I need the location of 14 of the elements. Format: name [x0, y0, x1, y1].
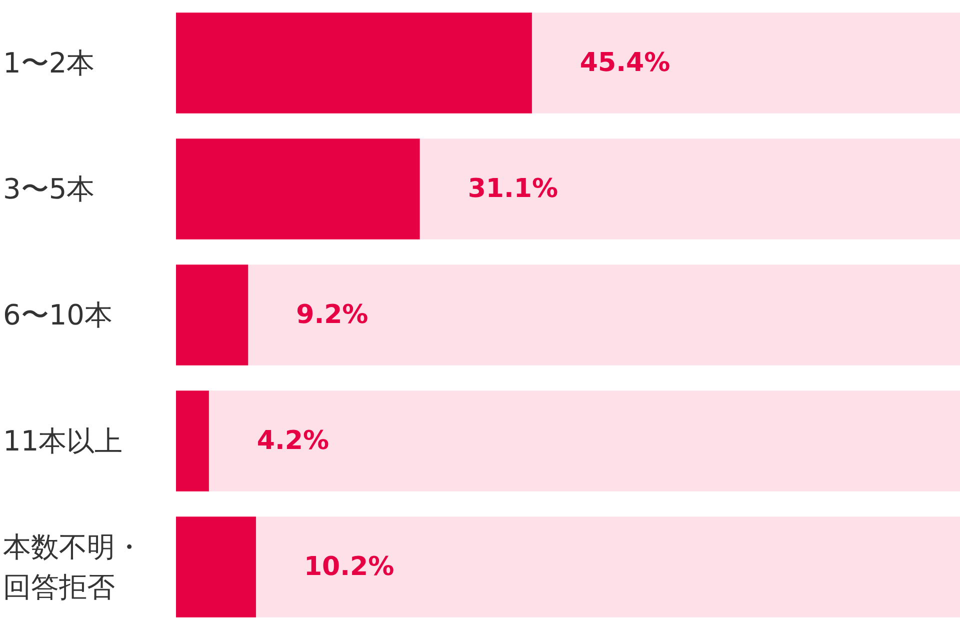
y-tick-label: 3〜5本	[3, 172, 95, 206]
data-label: 4.2%	[256, 426, 330, 456]
y-tick-label: 本数不明・回答拒否	[3, 530, 143, 604]
data-label: 9.2%	[296, 300, 368, 330]
bar	[176, 138, 420, 240]
y-tick-label: 11本以上	[3, 424, 123, 458]
data-label: 31.1%	[468, 174, 558, 204]
data-label: 45.4%	[580, 48, 670, 78]
y-tick-label: 1〜2本	[3, 46, 95, 80]
bar	[176, 516, 256, 618]
y-tick-label: 6〜10本	[3, 298, 112, 332]
bar	[176, 264, 248, 366]
bar	[176, 390, 209, 492]
data-label: 10.2%	[304, 552, 394, 582]
